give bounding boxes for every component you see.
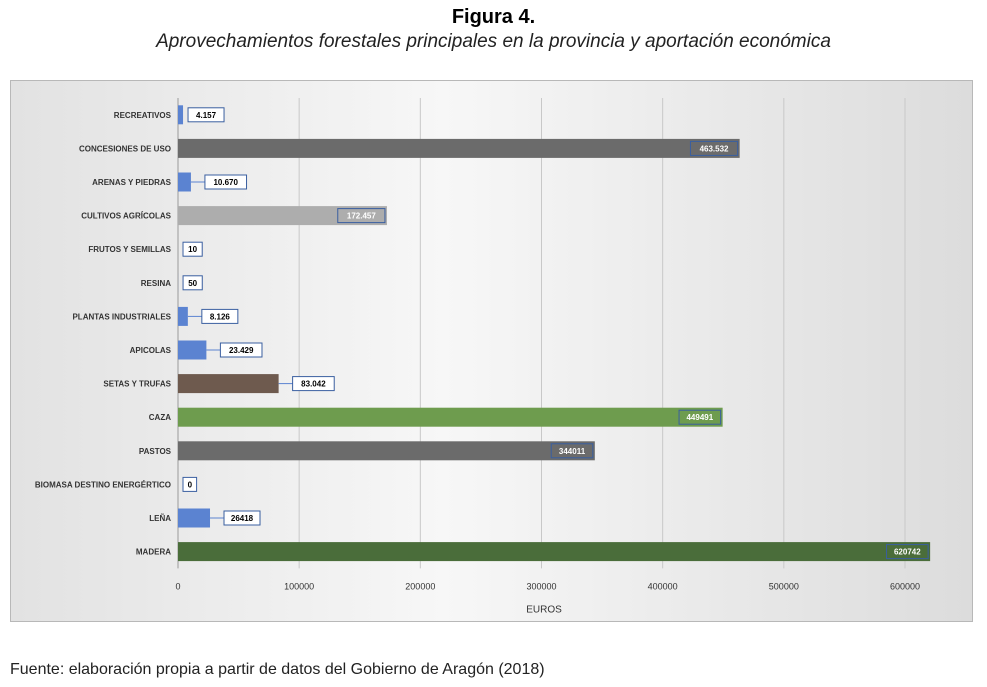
data-label: 8.126 [210,312,231,321]
data-label-box [182,476,198,492]
category-label: APICOLAS [130,346,172,355]
data-label-box [223,510,261,526]
bar [178,508,211,528]
data-label-box [689,140,739,156]
category-label: MADERA [136,548,171,557]
category-label: BIOMASA DESTINO ENERGÉRTICO [35,480,171,489]
bar [178,306,188,326]
category-label: FRUTOS Y SEMILLAS [88,245,171,254]
data-label: 172.457 [347,212,376,221]
data-label-box [187,107,225,123]
x-tick-label: 400000 [648,581,678,591]
bar [178,374,279,394]
bar [178,105,184,125]
category-label: CONCESIONES DE USO [79,144,171,153]
data-label-box [204,174,248,190]
bar [178,206,387,226]
data-label-box [182,241,203,257]
data-label: 0 [188,480,193,489]
data-label: 463.532 [700,144,729,153]
category-label: RECREATIVOS [114,111,172,120]
bar [178,172,191,192]
bar [178,340,207,360]
x-tick-label: 100000 [284,581,314,591]
data-label-box [219,342,263,358]
bar-chart: 0 100000 200000 300000 400000 500000 600000 EUR… [35,98,931,615]
data-label-box [678,409,722,425]
x-tick-label: 0 [175,581,180,591]
category-label: PASTOS [139,447,172,456]
source-note: Fuente: elaboración propia a partir de d… [10,661,545,678]
data-label-box [550,443,594,459]
category-label: CAZA [149,413,171,422]
data-label: 83.042 [301,380,326,389]
category-label: SETAS Y TRUFAS [103,380,171,389]
bar [178,441,595,461]
data-label-box [292,376,335,392]
x-tick-label: 600000 [890,581,920,591]
data-label: 10.670 [213,178,238,187]
bar [178,542,931,562]
figure-title: Figura 4. [451,6,536,28]
data-label: 620742 [894,548,921,557]
category-label: CULTIVOS AGRÍCOLAS [81,212,171,221]
data-label: 344011 [559,447,586,456]
data-label-box [337,208,386,224]
bar [178,138,740,158]
data-label-box [886,544,929,560]
x-tick-label: 500000 [769,581,799,591]
bar [178,407,723,427]
data-label: 23.429 [229,346,254,355]
data-label-box [182,275,203,291]
x-axis-title: EUROS [526,604,562,615]
category-label: LEÑA [149,514,171,523]
chart-area: 0 100000 200000 300000 400000 500000 600000 EUR… [10,80,973,622]
data-label-box [201,308,239,324]
category-label: RESINA [141,279,171,288]
category-label: PLANTAS INDUSTRIALES [72,312,171,321]
data-label: 449491 [686,413,713,422]
x-tick-label: 200000 [405,581,435,591]
figure-subtitle: Aprovechamientos forestales principales … [156,31,831,52]
data-label: 50 [188,279,197,288]
x-tick-label: 300000 [526,581,556,591]
category-label: ARENAS Y PIEDRAS [92,178,172,187]
data-label: 26418 [231,514,254,523]
data-label: 10 [188,245,197,254]
data-label: 4.157 [196,111,217,120]
